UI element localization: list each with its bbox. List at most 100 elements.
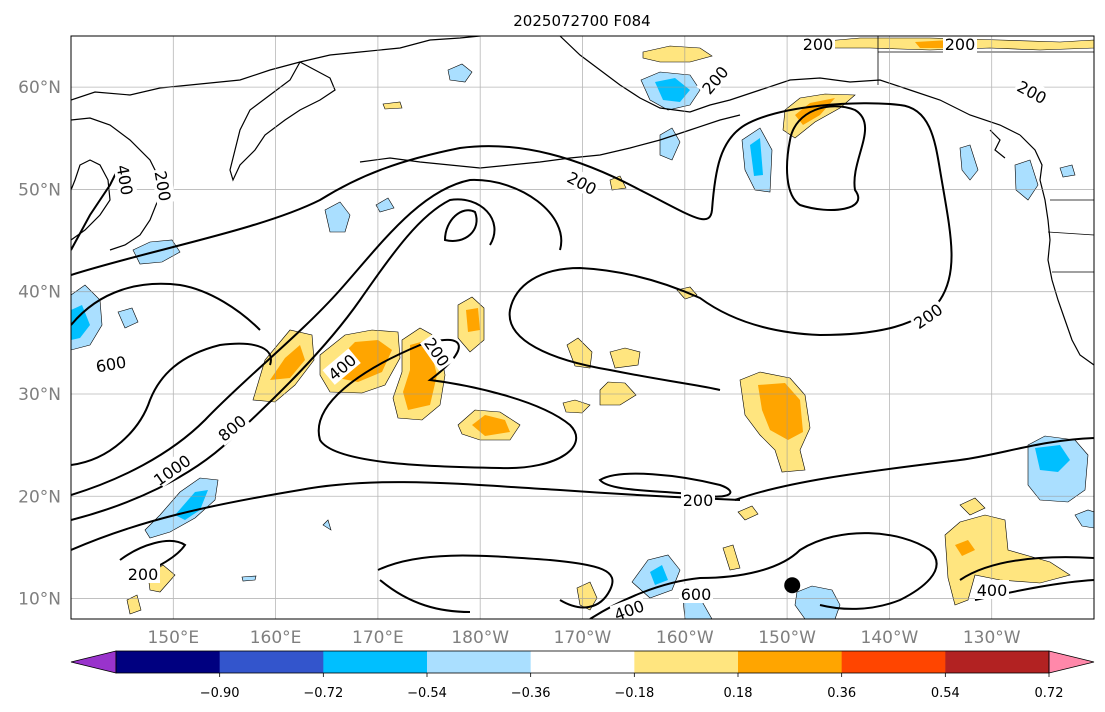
colorbar-tick-label: −0.36 [511,686,551,701]
negative-anomaly [1059,164,1076,178]
contour-label: 600 [681,585,712,604]
colorbar-tick-label: 0.18 [724,686,753,701]
negative-anomaly [794,585,841,619]
negative-anomaly [117,307,139,329]
contour-label-bg [126,564,160,583]
colorbar-segment [841,651,946,673]
lon-tick-label: 160°W [656,628,714,648]
longitude-labels: 150°E 160°E 170°E 180°W 170°W 160°W 150°W 140°W… [147,628,1020,648]
contour-label: 200 [945,35,976,54]
coastline-siberia [71,36,481,101]
contour-400-east [959,556,1094,581]
lat-tick-label: 10°N [18,590,61,610]
contour-label-group: 200 [943,35,977,54]
colorbar-tick-label: 0.36 [827,686,856,701]
contour-label-bg [322,348,361,385]
negative-anomaly [1035,445,1070,472]
lon-tick-label: 170°W [554,628,612,648]
positive-anomaly [599,381,637,406]
negative-anomaly [241,575,257,582]
lat-tick-label: 50°N [18,180,61,200]
lon-tick-label: 170°E [352,628,404,648]
contour-label-bg [92,351,130,376]
positive-anomaly [609,347,641,369]
contour-label-bg [681,490,715,509]
negative-anomaly [659,127,681,161]
borders [877,36,1094,273]
colorbar-frame [115,650,1050,674]
negative-anomaly [375,197,395,213]
colorbar-segment [634,651,739,673]
colorbar-tick-label: −0.90 [200,686,240,701]
positive-anomaly [562,399,591,414]
negative-anomaly [1014,159,1039,201]
colorbar-tick-label: −0.54 [407,686,447,701]
height-contours [71,102,1094,619]
colorbar-tick-label: −0.72 [303,686,343,701]
colorbar: −0.90 −0.72 −0.54 −0.36 −0.18 0.18 0.36 0.54 0.7… [70,650,1095,701]
negative-anomaly [447,63,473,83]
contour-200-sub-jet [71,342,272,466]
contour-main-1 [71,178,563,496]
colorbar-segment [323,651,428,673]
colorbar-segment [116,651,221,673]
coastline-japan [71,159,111,241]
lat-tick-label: 30°N [18,385,61,405]
latitude-labels: 60°N 50°N 40°N 30°N 20°N 10°N [18,78,61,609]
colorbar-segment [945,651,1050,673]
contour-south-east-1 [377,554,614,609]
plot-frame [70,35,1095,620]
contour-label-bg [212,409,251,446]
positive-anomaly [576,581,598,611]
coastline-north-america-west [1019,134,1094,366]
positive-anomaly [472,415,510,436]
contour-label-group: 200 [801,36,835,54]
positive-anomaly [944,514,1071,606]
lat-tick-label: 60°N [18,78,61,98]
colorbar-tick-label: −0.18 [614,686,654,701]
positive-anomaly [722,544,741,571]
lat-tick-label: 40°N [18,283,61,303]
contour-label-bg [801,36,835,53]
negative-anomaly [1074,509,1094,529]
lat-tick-label: 20°N [18,487,61,507]
colorbar-segment [530,651,635,673]
contour-label-group: 200 [681,490,715,510]
coastline-alaska [559,36,1021,136]
colorbar-segment [738,651,843,673]
contour-label-bg [975,580,1009,599]
contour-label-bg [679,584,713,603]
contour-200-alaska-low [786,105,867,211]
lon-tick-label: 150°W [758,628,816,648]
lon-tick-label: 160°E [250,628,302,648]
positive-anomaly [126,594,142,615]
lon-tick-label: 150°E [147,628,199,648]
positive-anomaly [466,308,480,332]
negative-anomaly [650,565,668,585]
contour-label-bg [943,36,977,53]
contour-label-bg [908,298,948,334]
colorbar-extend-high [1048,650,1095,674]
contour-main-2 [71,198,496,521]
positive-anomaly [959,497,986,516]
positive-anomaly [403,340,437,410]
positive-anomaly [270,345,305,380]
lon-tick-label: 180°W [451,628,509,648]
positive-anomaly [758,383,803,440]
contour-east-tropics [734,437,1094,501]
contour-label-bg [696,60,733,99]
contour-high-center [443,209,478,242]
contour-label-bg [419,332,455,372]
negative-anomaly [322,519,332,531]
colorbar-extend-low [70,650,117,674]
contour-label-bg [152,452,192,488]
contour-label-bg [1012,75,1052,108]
contour-label-bg [609,594,649,619]
contour-south-east-2 [379,579,471,613]
contour-label-group: 400 [975,580,1009,600]
contour-label-group: 600 [679,584,713,604]
contour-200-west-loop [71,282,261,331]
contour-label: 200 [683,491,714,510]
